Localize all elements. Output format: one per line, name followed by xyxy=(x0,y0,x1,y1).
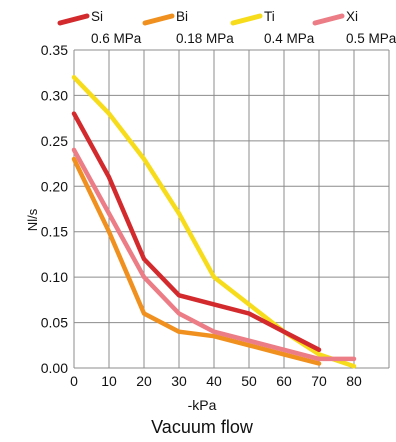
legend-swatch-ti xyxy=(230,13,263,26)
legend-swatch-xi xyxy=(312,13,345,26)
legend-swatch-bi xyxy=(142,13,175,26)
legend: Si 0.6 MPa Bi 0.18 MPa Ti 0.4 MPa Xi 0.5 MPa xyxy=(57,9,396,46)
x-tick-label: 40 xyxy=(206,373,222,389)
y-tick-label: 0.15 xyxy=(41,224,68,240)
y-tick-label: 0.25 xyxy=(41,133,68,149)
x-tick-label: 50 xyxy=(241,373,257,389)
x-tick-label: 20 xyxy=(136,373,152,389)
legend-name-bi: Bi xyxy=(176,9,188,24)
series-line-bi xyxy=(71,156,322,366)
y-tick-label: 0.35 xyxy=(41,42,68,58)
legend-swatch-si xyxy=(57,13,90,26)
x-tick-label: 0 xyxy=(70,373,78,389)
y-tick-label: 0.00 xyxy=(41,360,68,376)
x-tick-label: 60 xyxy=(276,373,292,389)
y-tick-label: 0.30 xyxy=(41,87,68,103)
y-tick-label: 0.20 xyxy=(41,178,68,194)
series-line-si xyxy=(71,111,322,353)
x-tick-label: 30 xyxy=(171,373,187,389)
legend-name-ti: Ti xyxy=(264,9,275,24)
legend-pressure-ti: 0.4 MPa xyxy=(264,31,315,46)
series-line-xi xyxy=(71,147,357,362)
y-tick-label: 0.05 xyxy=(41,315,68,331)
series-line-ti xyxy=(71,75,357,369)
series-lines xyxy=(71,75,357,369)
legend-name-si: Si xyxy=(91,9,103,24)
legend-name-xi: Xi xyxy=(346,9,358,24)
legend-pressure-si: 0.6 MPa xyxy=(91,31,142,46)
y-tick-label: 0.10 xyxy=(41,269,68,285)
x-tick-label: 10 xyxy=(101,373,117,389)
x-tick-label: 80 xyxy=(346,373,362,389)
axes: 0.00 0.05 0.10 0.15 0.20 0.25 0.30 0.35 0 10 20 30 4… xyxy=(41,42,362,389)
legend-pressure-bi: 0.18 MPa xyxy=(176,31,234,46)
y-axis-label: Nl/s xyxy=(25,208,40,231)
chart-title: Vacuum flow xyxy=(151,417,254,437)
x-tick-label: 70 xyxy=(311,373,327,389)
legend-pressure-xi: 0.5 MPa xyxy=(346,31,396,46)
x-axis-label: -kPa xyxy=(188,397,217,413)
